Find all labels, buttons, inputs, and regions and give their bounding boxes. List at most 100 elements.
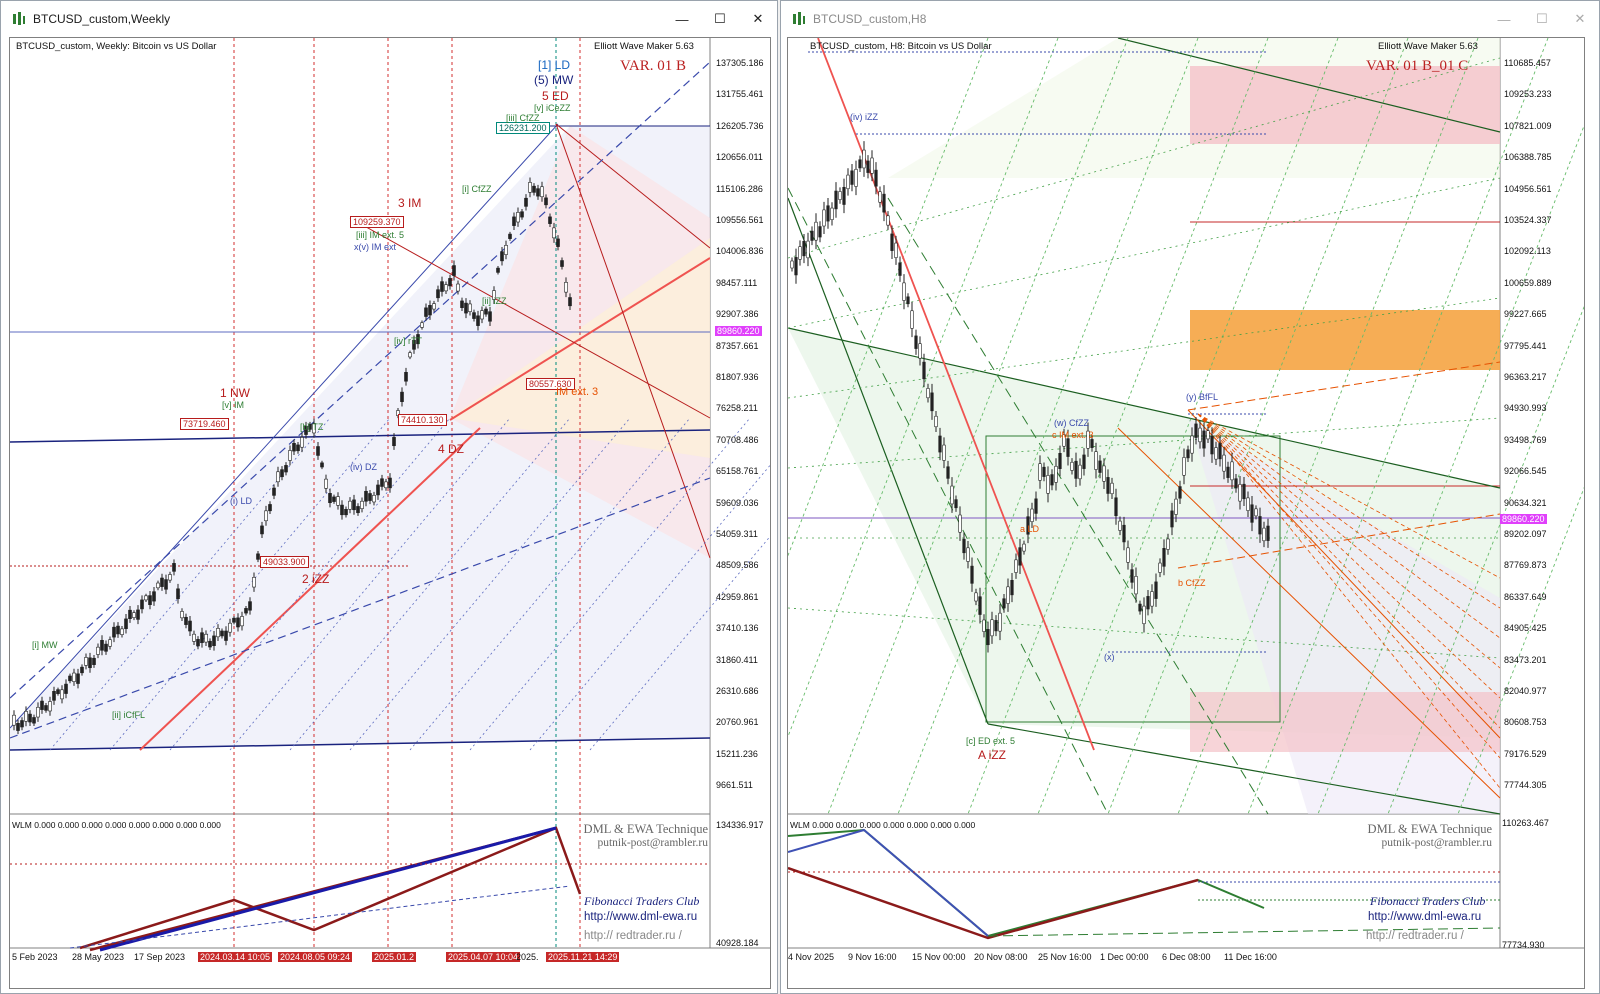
price-tick: 110685.457 bbox=[1504, 58, 1551, 68]
variant-label: VAR. 01 B bbox=[620, 58, 686, 74]
candle-body bbox=[84, 657, 88, 666]
time-tick: 2024.03.14 10:05 bbox=[198, 952, 273, 962]
time-tick: 9 Nov 16:00 bbox=[848, 952, 897, 962]
candle-body bbox=[208, 640, 212, 648]
right-titlebar[interactable]: BTCUSD_custom,H8 — ☐ ✕ bbox=[781, 1, 1599, 37]
time-tick: 2025.11.21 14:29 bbox=[546, 952, 620, 962]
orange-fan-line bbox=[1197, 413, 1501, 699]
candle-body bbox=[384, 481, 388, 489]
wave-ii-icffl: [ii] iCfFL bbox=[112, 710, 146, 720]
candle-body bbox=[24, 711, 28, 722]
current-price-tag: 89860.220 bbox=[1500, 514, 1547, 524]
indicator-name: Elliott Wave Maker 5.63 bbox=[1378, 41, 1478, 52]
candle-body bbox=[228, 622, 232, 633]
candle-body bbox=[172, 563, 176, 572]
chart-window-icon bbox=[13, 12, 25, 25]
candle-body bbox=[512, 216, 516, 226]
candle-body bbox=[120, 628, 124, 635]
dashed-channel bbox=[10, 477, 711, 739]
left-chart-window[interactable]: BTCUSD_custom,Weekly — ☐ ✕ BTCUSD_custom… bbox=[0, 0, 778, 994]
minimize-button[interactable]: — bbox=[1497, 11, 1511, 27]
candle-body bbox=[44, 705, 48, 711]
candle-body bbox=[104, 643, 108, 652]
candle-body bbox=[72, 672, 76, 682]
wave-box bbox=[985, 435, 1281, 723]
wave-iv-izz: (iv) iZZ bbox=[850, 112, 878, 122]
candle-body bbox=[1142, 605, 1146, 625]
wlm-axis-top: 134336.917 bbox=[716, 820, 764, 830]
price-tick: 37410.136 bbox=[716, 623, 759, 634]
candle-body bbox=[794, 257, 798, 276]
candle-body bbox=[176, 588, 180, 600]
candle-body bbox=[448, 278, 452, 287]
candle-body bbox=[802, 240, 806, 257]
wave-iv-dz: (iv) DZ bbox=[350, 462, 377, 472]
price-tick: 82040.977 bbox=[1504, 686, 1547, 696]
redtrader-url[interactable]: http:// redtrader.ru / bbox=[1366, 930, 1464, 942]
candle-body bbox=[528, 182, 532, 193]
candle-body bbox=[340, 504, 344, 516]
candle-body bbox=[160, 577, 164, 587]
close-button[interactable]: ✕ bbox=[1574, 11, 1586, 26]
price-tick: 87357.661 bbox=[716, 340, 759, 351]
candle-body bbox=[192, 633, 196, 642]
candle-body bbox=[268, 504, 272, 512]
fib-grid-line bbox=[1247, 38, 1549, 815]
time-tick: 2025.04.07 10:04 bbox=[446, 952, 521, 962]
candle-body bbox=[922, 361, 926, 380]
candle-body bbox=[1162, 548, 1166, 567]
price-tick: 65158.761 bbox=[716, 466, 759, 477]
minimize-button[interactable]: — bbox=[675, 11, 689, 27]
candle-body bbox=[124, 618, 128, 629]
h8-chart-canvas[interactable] bbox=[788, 38, 1584, 989]
close-button[interactable]: ✕ bbox=[752, 11, 764, 26]
candle-body bbox=[1134, 576, 1138, 595]
wave-c-ed: [c] ED ext. 5 bbox=[966, 736, 1016, 746]
club-url[interactable]: http://www.dml-ewa.ru bbox=[584, 911, 698, 923]
weekly-price-chart[interactable]: BTCUSD_custom, Weekly: Bitcoin vs US Dol… bbox=[9, 37, 771, 989]
candle-body bbox=[452, 265, 456, 276]
candle-body bbox=[974, 592, 978, 602]
chart-header: BTCUSD_custom, H8: Bitcoin vs US Dollar bbox=[810, 41, 992, 52]
maximize-button[interactable]: ☐ bbox=[714, 11, 726, 26]
candle-body bbox=[200, 632, 204, 643]
candle-body bbox=[408, 352, 412, 358]
candle-body bbox=[324, 478, 328, 489]
orange-fan-line bbox=[1197, 413, 1501, 759]
redtrader-url[interactable]: http:// redtrader.ru / bbox=[584, 930, 682, 942]
candle-body bbox=[140, 599, 144, 610]
candle-body bbox=[798, 246, 802, 260]
candle-body bbox=[552, 227, 556, 239]
club-url[interactable]: http://www.dml-ewa.ru bbox=[1368, 911, 1482, 923]
price-tick: 15211.236 bbox=[716, 748, 758, 759]
candle-body bbox=[994, 620, 998, 632]
candle-body bbox=[846, 174, 850, 190]
candle-body bbox=[276, 471, 280, 483]
candle-body bbox=[1198, 427, 1202, 443]
weekly-chart-canvas[interactable] bbox=[10, 38, 770, 989]
candle-body bbox=[1062, 434, 1066, 447]
candle-body bbox=[476, 315, 480, 326]
fib-grid-line bbox=[788, 607, 1501, 659]
candle-body bbox=[1006, 586, 1010, 604]
price-tick: 93498.769 bbox=[1504, 434, 1547, 445]
candle-body bbox=[1022, 543, 1026, 552]
left-titlebar[interactable]: BTCUSD_custom,Weekly — ☐ ✕ bbox=[1, 1, 777, 37]
maximize-button[interactable]: ☐ bbox=[1536, 11, 1548, 26]
candle-body bbox=[1202, 430, 1206, 449]
candle-body bbox=[164, 579, 168, 590]
candle-body bbox=[296, 444, 300, 452]
candle-body bbox=[224, 630, 228, 641]
candle-body bbox=[930, 392, 934, 412]
time-tick: 2025.01.2 bbox=[372, 952, 417, 962]
fib-grid-line bbox=[1107, 38, 1409, 815]
candle-body bbox=[894, 242, 898, 258]
window-title: BTCUSD_custom,H8 bbox=[813, 12, 927, 26]
candle-body bbox=[1054, 465, 1058, 483]
fan-line bbox=[555, 123, 711, 249]
candle-body bbox=[128, 609, 132, 619]
h8-price-chart[interactable]: BTCUSD_custom, H8: Bitcoin vs US Dollar … bbox=[787, 37, 1585, 989]
candle-body bbox=[472, 312, 476, 319]
right-chart-window[interactable]: BTCUSD_custom,H8 — ☐ ✕ BTCUSD_custom, H8… bbox=[780, 0, 1600, 994]
candle-body bbox=[1070, 461, 1074, 471]
